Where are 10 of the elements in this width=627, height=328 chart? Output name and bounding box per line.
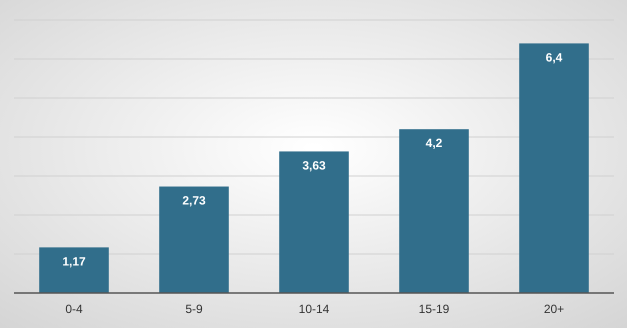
data-label: 3,63: [302, 158, 326, 172]
data-label: 2,73: [182, 194, 206, 208]
data-label: 6,4: [546, 50, 563, 64]
x-tick-label: 15-19: [418, 302, 450, 316]
x-tick-label: 5-9: [185, 302, 203, 316]
x-tick-label: 0-4: [65, 302, 83, 316]
data-label: 1,17: [62, 254, 86, 268]
x-tick-label: 20+: [544, 302, 564, 316]
x-tick-label: 10-14: [298, 302, 330, 316]
data-label: 4,2: [426, 136, 443, 150]
